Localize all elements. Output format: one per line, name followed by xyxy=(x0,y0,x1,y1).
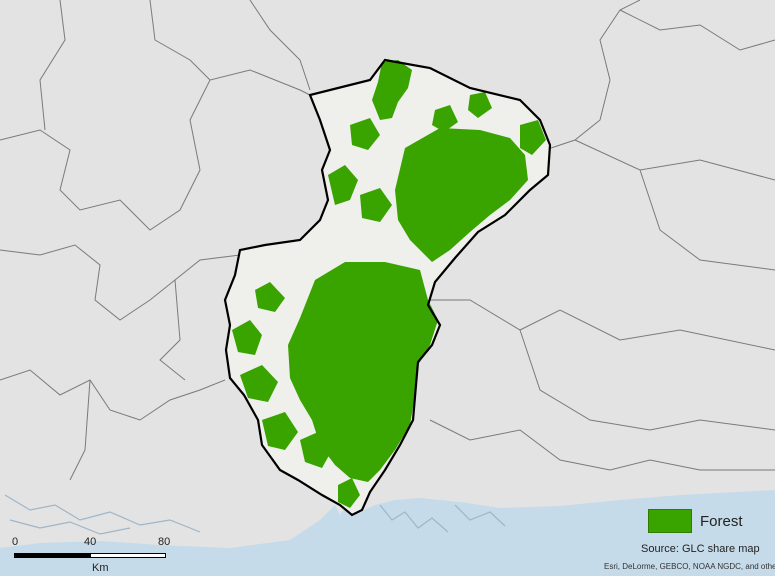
source-text: Source: GLC share map xyxy=(641,543,760,555)
scale-unit: Km xyxy=(92,562,109,574)
forest-cover xyxy=(232,60,546,508)
scale-tick-40: 40 xyxy=(84,536,97,548)
ocean xyxy=(0,490,775,576)
forest-legend-swatch xyxy=(648,509,692,533)
scale-tick-80: 80 xyxy=(158,536,171,548)
attribution-text: Esri, DeLorme, GEBCO, NOAA NGDC, and oth… xyxy=(604,562,775,571)
forest-legend-label: Forest xyxy=(700,512,743,530)
scale-tick-0: 0 xyxy=(12,536,19,548)
scale-bar-black-segment xyxy=(14,553,90,558)
admin-borders xyxy=(0,0,775,481)
delta-creeks xyxy=(4,494,506,535)
scale-bar-white-segment xyxy=(90,553,166,558)
scale-bar: 0 40 80 Km xyxy=(12,536,174,576)
map-legend: Forest xyxy=(648,509,743,533)
region-boundary xyxy=(223,58,552,517)
